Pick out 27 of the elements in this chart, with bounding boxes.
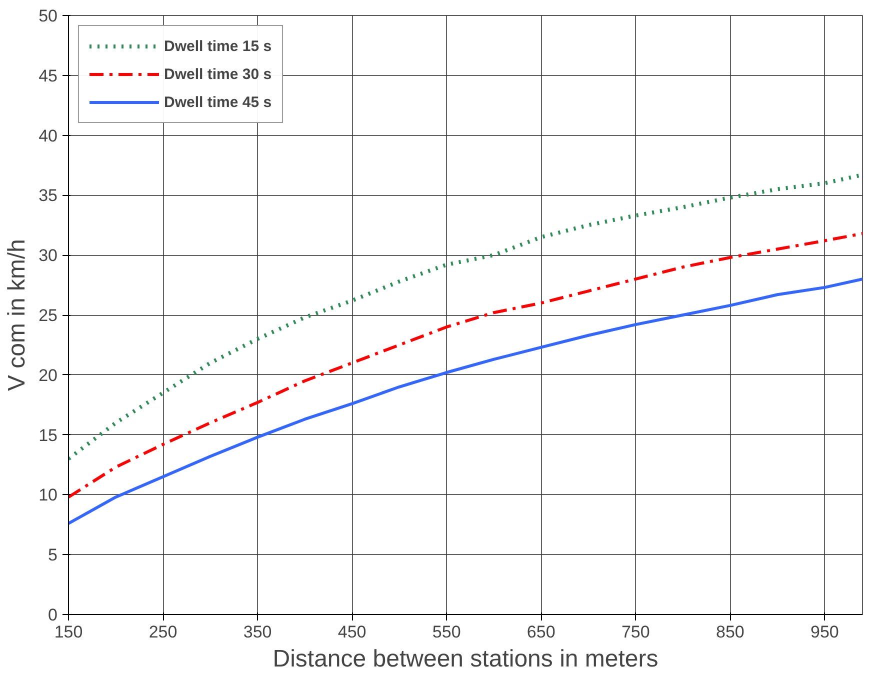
x-tick-label: 450 — [338, 622, 366, 642]
y-tick-label: 15 — [38, 426, 58, 445]
y-tick-label: 45 — [38, 66, 58, 86]
y-tick-label: 20 — [38, 366, 58, 385]
y-axis-title: V com in km/h — [4, 238, 31, 392]
x-tick-label: 150 — [54, 622, 83, 642]
y-tick-label: 0 — [48, 606, 58, 624]
y-tick-label: 5 — [48, 546, 58, 565]
y-tick-label: 30 — [38, 246, 58, 266]
x-tick-label: 750 — [621, 622, 650, 642]
line-series — [68, 232, 862, 499]
x-tick-label: 250 — [148, 622, 178, 642]
x-axis-title: Distance between stations in meters — [272, 646, 658, 672]
y-tick-label: 25 — [38, 306, 58, 325]
y-tick-label: 50 — [38, 6, 58, 26]
y-tick-label: 40 — [38, 126, 58, 146]
x-tick-label: 350 — [243, 622, 272, 642]
x-tick-label: 950 — [810, 622, 839, 642]
x-tick-label: 850 — [716, 622, 744, 642]
y-tick-label: 10 — [38, 486, 58, 505]
y-tick-label: 35 — [38, 186, 58, 206]
legend-label: Dwell time 45 s — [164, 94, 272, 110]
legend-label: Dwell time 30 s — [164, 66, 272, 82]
x-tick-label: 550 — [432, 622, 461, 642]
line-series — [68, 278, 862, 525]
legend-label: Dwell time 15 s — [164, 38, 272, 54]
x-tick-label: 650 — [526, 622, 556, 642]
